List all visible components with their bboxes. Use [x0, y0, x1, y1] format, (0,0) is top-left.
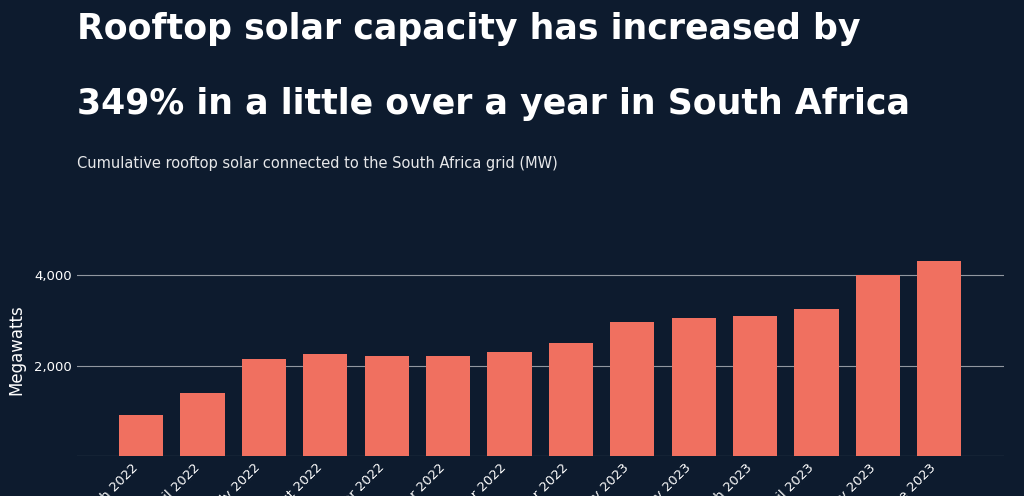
Bar	[549, 343, 593, 456]
Bar	[733, 315, 777, 456]
Bar	[426, 357, 470, 456]
Y-axis label: Megawatts: Megawatts	[8, 305, 26, 395]
Text: Cumulative rooftop solar connected to the South Africa grid (MW): Cumulative rooftop solar connected to th…	[77, 156, 557, 171]
Bar	[365, 357, 409, 456]
Bar	[918, 261, 962, 456]
Bar	[180, 393, 224, 456]
Text: 349% in a little over a year in South Africa: 349% in a little over a year in South Af…	[77, 87, 909, 121]
Bar	[795, 309, 839, 456]
Bar	[487, 352, 531, 456]
Bar	[303, 354, 347, 456]
Bar	[672, 318, 716, 456]
Bar	[242, 359, 286, 456]
Bar	[856, 275, 900, 456]
Bar	[119, 416, 163, 456]
Text: Rooftop solar capacity has increased by: Rooftop solar capacity has increased by	[77, 12, 860, 47]
Bar	[610, 322, 654, 456]
